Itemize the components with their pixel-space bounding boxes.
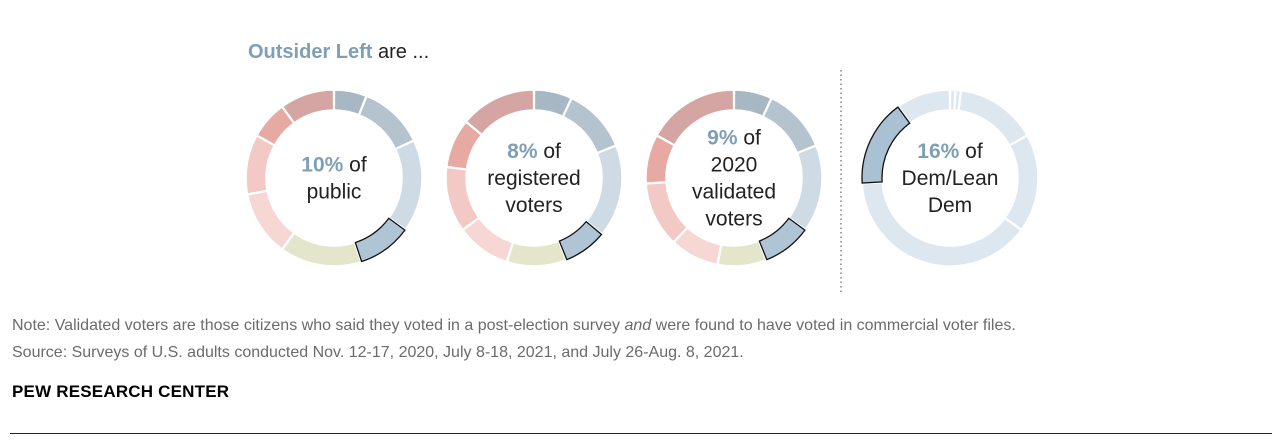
donut-1-share-value: 10% [301, 154, 343, 177]
donut-2-label-line-2: registered [487, 167, 580, 190]
note-prefix: Note: Validated voters are those citizen… [12, 317, 625, 334]
pew-research-center-logo-text: PEW RESEARCH CENTER [12, 382, 230, 401]
donut-1-slice-1 [333, 89, 367, 116]
donut-3-slice-7 [645, 181, 689, 243]
donut-4-label-line-3: Dem [928, 194, 972, 217]
donut-2-label-line-3: voters [505, 194, 562, 217]
donut-1-slice-7 [245, 134, 276, 195]
headline-group-name: Outsider Left [248, 41, 373, 63]
donut-1-slice-5 [281, 232, 362, 267]
donut-1-highlight-slice [354, 217, 406, 263]
donut-2-slice-7 [445, 166, 480, 231]
donut-1-slice-9 [281, 89, 335, 124]
donut-2-slice-6 [462, 217, 514, 263]
note-suffix: were found to have voted in commercial v… [651, 317, 1016, 334]
donut-4-share-value: 16% [917, 140, 959, 163]
donut-4-slice-7 [897, 89, 951, 124]
donut-charts: 10% of public 8% of registered voters 9% of 20… [245, 70, 1039, 293]
donut-2-highlight-slice [558, 220, 603, 261]
donut-3-label-line-3: validated [692, 181, 776, 204]
donut-4-label-line-2: Dem/Lean [902, 167, 999, 190]
source-text: Source: Surveys of U.S. adults conducted… [12, 344, 744, 361]
donut-4-center-label: 16% of Dem/Lean Dem [902, 140, 999, 217]
note-italic: and [624, 317, 652, 334]
donut-1-label-line-2: public [307, 181, 362, 204]
donut-3-slice-2 [762, 97, 817, 154]
donut-3-slice-9 [656, 89, 735, 146]
donut-2-slice-3 [585, 145, 623, 235]
chart-headline: Outsider Left are ... [248, 41, 429, 64]
donut-3-label-line-4: voters [705, 208, 762, 231]
donut-4-highlight-slice [861, 106, 911, 184]
donut-2-slice-2 [562, 97, 617, 154]
bottom-rule [10, 433, 1272, 434]
donut-2-slice-5 [506, 240, 567, 267]
donut-2-slice-9 [465, 89, 535, 136]
donut-4-slice-5 [861, 181, 1022, 267]
donut-4-slice-3 [958, 89, 1028, 146]
donut-2-center-label: 8% of registered voters [487, 140, 580, 217]
donut-3-slice-3 [788, 145, 823, 231]
donut-4-slice-4 [1004, 134, 1039, 231]
donut-3-share-suffix: of [738, 127, 762, 150]
headline-rest: are ... [372, 41, 430, 63]
donut-3-share-value: 9% [707, 127, 738, 150]
donut-3-center-label: 9% of 2020 validated voters [692, 127, 776, 231]
donut-3-slice-6 [673, 226, 722, 266]
note-text: Note: Validated voters are those citizen… [12, 317, 1016, 335]
donut-1-slice-2 [358, 95, 415, 150]
donut-4-share-line: 16% of [917, 140, 983, 163]
donut-3-share-line: 9% of [707, 127, 761, 150]
donut-1-slice-6 [246, 190, 295, 250]
donut-1-slice-3 [388, 139, 423, 231]
donut-2-slice-8 [445, 121, 483, 170]
donut-1-share-suffix: of [343, 154, 367, 177]
donut-3-label-line-2: 2020 [711, 154, 758, 177]
donut-3-highlight-slice [758, 217, 806, 261]
donut-2-share-suffix: of [538, 140, 562, 163]
donut-2-share-value: 8% [507, 140, 538, 163]
donut-4-share-suffix: of [959, 140, 983, 163]
donut-3-slice-8 [645, 134, 676, 184]
donut-1-center-label: 10% of public [301, 154, 367, 204]
donut-1-share-line: 10% of [301, 154, 367, 177]
donut-group: 10% of public 8% of registered voters 9% of 20… [245, 89, 1039, 267]
donut-3-slice-5 [717, 240, 767, 267]
donut-2-share-line: 8% of [507, 140, 561, 163]
